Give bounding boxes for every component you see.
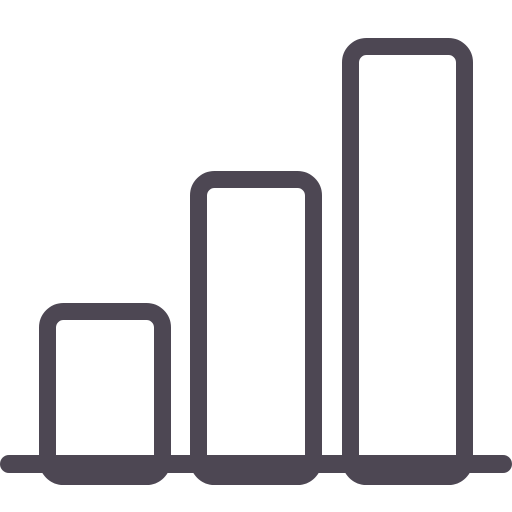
short-bar-outline bbox=[39, 303, 171, 485]
tall-bar-outline bbox=[342, 38, 473, 485]
medium-bar-outline bbox=[190, 171, 322, 485]
